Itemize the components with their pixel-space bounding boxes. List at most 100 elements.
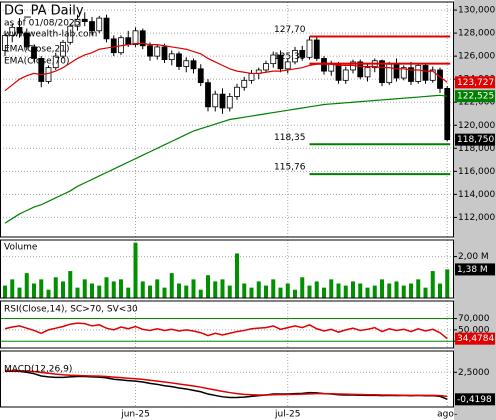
y-tick-label: 70,000 (458, 314, 490, 324)
bar (409, 283, 413, 298)
y-tick-label: 2,00 M (458, 252, 489, 262)
candle-body (110, 38, 117, 54)
bar (278, 287, 283, 298)
candle-body (125, 37, 132, 46)
candle-body (400, 67, 407, 79)
candle-body (74, 18, 81, 27)
bar (387, 283, 392, 298)
bar (169, 273, 174, 298)
bar (104, 277, 109, 298)
candle-body (89, 21, 95, 32)
candle-body (197, 68, 204, 84)
bar (351, 281, 355, 298)
bar (148, 285, 152, 298)
bar (75, 287, 80, 298)
bar (293, 289, 297, 298)
candle-body (219, 93, 226, 109)
y-tick-label: 118,000 (458, 144, 495, 154)
x-tick-label: jul-25 (274, 410, 300, 420)
panel-title: Volume (4, 243, 38, 253)
candle-body (212, 93, 219, 108)
bar (32, 283, 36, 298)
bar (249, 287, 254, 298)
bar (140, 281, 145, 298)
bar (365, 287, 370, 298)
candle-body (422, 64, 429, 81)
level-label: 118,35 (274, 133, 306, 143)
y-tick-label: 50,000 (458, 325, 490, 335)
value-label: 118,750 (457, 135, 494, 145)
candle-body (147, 45, 153, 57)
bar (119, 279, 123, 298)
legend-entry: EMA(Close,70) (4, 57, 69, 67)
candle-body (23, 32, 30, 48)
bar (39, 279, 44, 298)
candle-body (393, 63, 400, 79)
bar (220, 279, 225, 298)
candle-body (52, 55, 59, 69)
value-label: 122,525 (457, 92, 494, 102)
candle-body (415, 64, 422, 82)
candle-body (154, 46, 161, 57)
candle-body (183, 60, 190, 67)
candle-body (299, 49, 306, 58)
panel-frame (0, 239, 454, 299)
bar (46, 289, 51, 298)
bar (242, 283, 247, 298)
bar (235, 253, 239, 298)
bar (423, 287, 428, 298)
series-line (4, 94, 448, 224)
candle-body (67, 25, 74, 43)
candle-body (444, 87, 451, 141)
candle-body (2, 35, 8, 51)
bar (97, 285, 102, 298)
bar (213, 281, 218, 298)
candle-body (342, 69, 349, 81)
bar (53, 277, 58, 298)
bar (438, 283, 442, 298)
candle-body (437, 69, 443, 89)
bar (256, 281, 261, 298)
bar (336, 283, 341, 298)
value-box (455, 263, 495, 276)
candle-body (277, 54, 284, 70)
bar (126, 287, 131, 298)
bar (162, 287, 167, 298)
bar (401, 285, 406, 298)
panel-title: RSI(Close,14), SC>70, SV<30 (4, 305, 138, 315)
value-box (455, 90, 495, 103)
bar (300, 277, 305, 298)
bar (285, 283, 290, 298)
y-tick-label: 112,000 (458, 213, 495, 223)
panel-frame (0, 300, 454, 349)
bar (111, 281, 116, 298)
candle-body (31, 46, 37, 59)
candle-body (429, 69, 436, 81)
bar (430, 271, 435, 298)
candle-body (379, 60, 385, 84)
y-tick-label: 116,000 (458, 167, 495, 177)
subtitle: as of 01/08/2025 (4, 19, 80, 29)
bar (343, 285, 348, 298)
bar (198, 289, 203, 298)
candle-body (139, 30, 146, 47)
bar (191, 279, 196, 298)
candle-body (45, 67, 52, 82)
bar (445, 269, 450, 298)
bar (206, 275, 210, 298)
candle-body (168, 53, 175, 60)
series-line (4, 369, 448, 398)
y-tick-label: 122,000 (458, 98, 495, 108)
bar (61, 281, 65, 298)
candle-body (292, 49, 298, 63)
y-tick-label: 114,000 (458, 190, 495, 200)
candle-body (96, 17, 103, 32)
bar (271, 279, 276, 298)
candle-body (103, 17, 110, 40)
y-tick-label: 126,000 (458, 52, 495, 62)
bar (17, 287, 22, 298)
candle-body (9, 26, 16, 36)
axis-band (454, 0, 496, 420)
